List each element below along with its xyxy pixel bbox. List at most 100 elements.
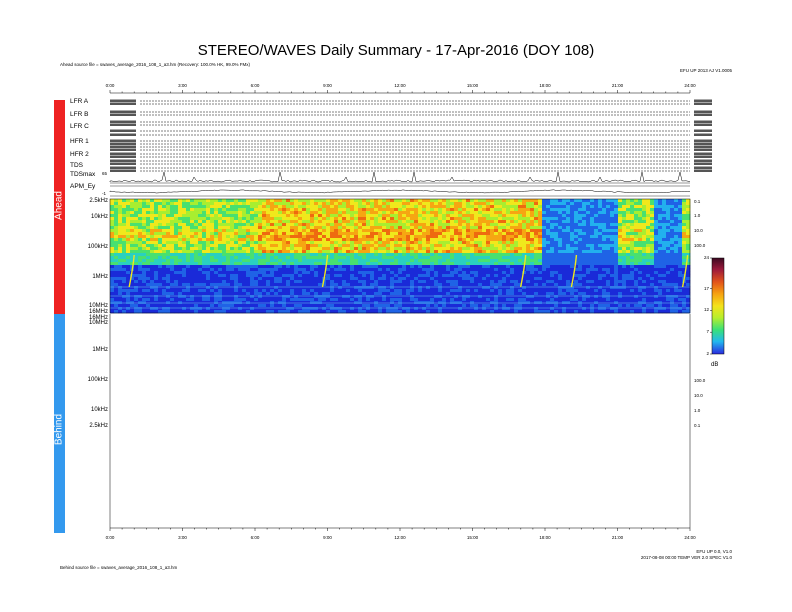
spectrogram-cell [342, 223, 347, 227]
spectrogram-cell [466, 256, 471, 260]
spectrogram-cell [486, 211, 491, 215]
spectrogram-cell [262, 286, 267, 290]
spectrogram-cell [546, 247, 551, 251]
spectrogram-cell [114, 274, 119, 278]
spectrogram-cell [606, 223, 611, 227]
spectrogram-cell [478, 289, 483, 293]
ahead-right-label: 1.0 [694, 213, 701, 218]
spectrogram-cell [218, 208, 223, 212]
spectrogram-cell [198, 256, 203, 260]
spectrogram-cell [214, 301, 219, 305]
spectrogram-cell [586, 292, 591, 296]
spectrogram-cell [494, 241, 499, 245]
spectrogram-cell [474, 250, 479, 254]
spectrogram-cell [170, 259, 175, 263]
spectrogram-cell [194, 268, 199, 272]
spectrogram-cell [518, 271, 523, 275]
spectrogram-cell [410, 250, 415, 254]
spectrogram-cell [546, 301, 551, 305]
spectrogram-cell [486, 259, 491, 263]
spectrogram-cell [406, 286, 411, 290]
spectrogram-cell [578, 238, 583, 242]
spectrogram-cell [150, 253, 155, 257]
spectrogram-cell [310, 301, 315, 305]
spectrogram-cell [198, 310, 203, 314]
spectrogram-cell [546, 310, 551, 314]
spectrogram-cell [398, 253, 403, 257]
spectrogram-cell [246, 274, 251, 278]
spectrogram-cell [302, 256, 307, 260]
spectrogram-cell [266, 268, 271, 272]
spectrogram-cell [262, 289, 267, 293]
spectrogram-cell [606, 217, 611, 221]
spectrogram-cell [302, 232, 307, 236]
spectrogram-cell [234, 301, 239, 305]
spectrogram-cell [142, 304, 147, 308]
spectrogram-cell [358, 247, 363, 251]
spectrogram-cell [522, 259, 527, 263]
spectrogram-cell [346, 220, 351, 224]
spectrogram-cell [294, 307, 299, 311]
spectrogram-cell [570, 301, 575, 305]
spectrogram-cell [186, 262, 191, 266]
spectrogram-cell [426, 304, 431, 308]
spectrogram-cell [206, 241, 211, 245]
spectrogram-cell [294, 241, 299, 245]
spectrogram-cell [574, 226, 579, 230]
spectrogram-cell [130, 298, 135, 302]
spectrogram-cell [190, 232, 195, 236]
spectrogram-cell [138, 223, 143, 227]
spectrogram-cell [510, 268, 515, 272]
spectrogram-cell [386, 250, 391, 254]
spectrogram-cell [258, 217, 263, 221]
spectrogram-cell [462, 265, 467, 269]
spectrogram-cell [538, 280, 543, 284]
spectrogram-cell [562, 232, 567, 236]
spectrogram-cell [206, 220, 211, 224]
spectrogram-cell [562, 286, 567, 290]
spectrogram-cell [234, 307, 239, 311]
spectrogram-cell [238, 223, 243, 227]
spectrogram-cell [434, 268, 439, 272]
spectrogram-cell [590, 205, 595, 209]
spectrogram-cell [554, 262, 559, 266]
spectrogram-cell [262, 292, 267, 296]
spectrogram-cell [314, 289, 319, 293]
spectrogram-cell [462, 259, 467, 263]
spectrogram-cell [110, 262, 115, 266]
spectrogram-cell [218, 238, 223, 242]
spectrogram-cell [138, 226, 143, 230]
spectrogram-cell [182, 301, 187, 305]
spectrogram-cell [570, 208, 575, 212]
spectrogram-cell [366, 307, 371, 311]
spectrogram-cell [586, 223, 591, 227]
spectrogram-cell [322, 283, 327, 287]
spectrogram-cell [358, 256, 363, 260]
spectrogram-cell [390, 289, 395, 293]
spectrogram-cell [110, 301, 115, 305]
spectrogram-cell [258, 295, 263, 299]
spectrogram-cell [426, 241, 431, 245]
spectrogram-cell [174, 292, 179, 296]
spectrogram-cell [266, 292, 271, 296]
apm-trace [109, 189, 690, 194]
spectrogram-cell [450, 241, 455, 245]
spectrogram-cell [174, 253, 179, 257]
spectrogram-cell [142, 238, 147, 242]
spectrogram-cell [366, 214, 371, 218]
spectrogram-cell [514, 247, 519, 251]
spectrogram-cell [358, 271, 363, 275]
spectrogram-cell [606, 250, 611, 254]
time-tick-label-bottom: 24:00 [684, 535, 696, 540]
spectrogram-cell [446, 271, 451, 275]
spectrogram-cell [418, 232, 423, 236]
spectrogram-cell [314, 220, 319, 224]
spectrogram-cell [582, 280, 587, 284]
spectrogram-cell [510, 265, 515, 269]
spectrogram-cell [442, 232, 447, 236]
spectrogram-cell [254, 235, 259, 239]
spectrogram-cell [486, 268, 491, 272]
spectrogram-cell [606, 292, 611, 296]
spectrogram-cell [454, 301, 459, 305]
spectrogram-cell [294, 208, 299, 212]
